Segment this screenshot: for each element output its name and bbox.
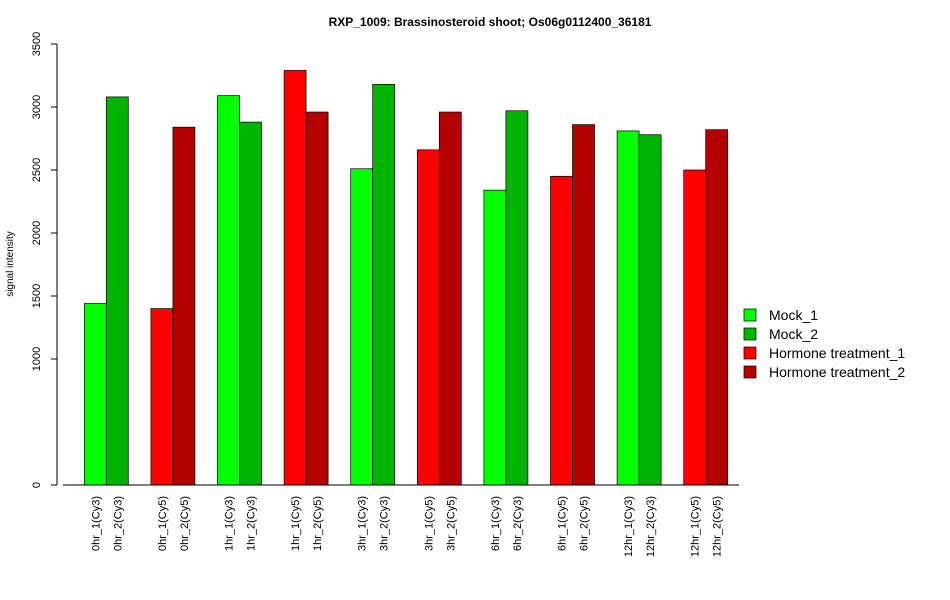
bar bbox=[150, 308, 174, 486]
x-tick-label: 0hr_2(Cy3) bbox=[112, 496, 124, 551]
bar bbox=[83, 303, 107, 486]
bar bbox=[239, 121, 262, 486]
y-tick-label: 3000 bbox=[31, 95, 43, 119]
y-axis: 0 1000 1500 2000 2500 3000 3500 bbox=[31, 32, 58, 488]
legend-swatch bbox=[743, 327, 757, 341]
x-tick-label: 0hr_1(Cy3) bbox=[90, 496, 102, 551]
x-tick-label: 6hr_2(Cy3) bbox=[512, 496, 524, 551]
x-tick-label: 6hr_2(Cy5) bbox=[579, 496, 591, 551]
bar bbox=[505, 110, 529, 486]
x-tick-label: 6hr_1(Cy5) bbox=[557, 496, 569, 551]
bar bbox=[350, 168, 374, 486]
chart-title: RXP_1009: Brassinosteroid shoot; Os06g01… bbox=[329, 15, 652, 29]
x-tick-labels: 0hr_1(Cy3) 0hr_2(Cy3) 0hr_1(Cy5) 0hr_2(Cy5)… bbox=[90, 496, 723, 557]
bar bbox=[283, 70, 307, 486]
bar bbox=[572, 124, 595, 486]
x-tick-label: 12hr_1(Cy5) bbox=[690, 496, 702, 557]
bar bbox=[616, 130, 640, 486]
y-tick-label: 0 bbox=[31, 482, 43, 488]
x-tick-label: 1hr_2(Cy5) bbox=[312, 496, 324, 551]
bar bbox=[305, 111, 329, 486]
legend-label: Mock_2 bbox=[769, 326, 818, 342]
legend-label: Hormone treatment_1 bbox=[769, 345, 905, 361]
legend-swatch bbox=[743, 308, 757, 322]
x-tick-label: 12hr_2(Cy5) bbox=[712, 496, 724, 557]
y-tick-label: 2000 bbox=[31, 221, 43, 245]
legend: Mock_1 Mock_2 Hormone treatment_1 Hormone t… bbox=[743, 307, 905, 380]
x-tick-label: 3hr_1(Cy5) bbox=[423, 496, 435, 551]
x-tick-label: 12hr_1(Cy3) bbox=[623, 496, 635, 557]
x-tick-label: 3hr_1(Cy3) bbox=[357, 496, 369, 551]
x-tick-label: 12hr_2(Cy3) bbox=[645, 496, 657, 557]
bar bbox=[550, 175, 573, 486]
y-tick-label: 1000 bbox=[31, 347, 43, 371]
y-tick-label: 2500 bbox=[31, 158, 43, 182]
legend-swatch bbox=[743, 346, 757, 360]
x-tick-label: 0hr_2(Cy5) bbox=[179, 496, 191, 551]
x-tick-label: 0hr_1(Cy5) bbox=[157, 496, 169, 551]
bar bbox=[416, 149, 440, 486]
bar bbox=[217, 95, 240, 486]
bar bbox=[705, 129, 729, 486]
y-axis-label: signal intensity bbox=[5, 231, 16, 297]
bar bbox=[483, 189, 507, 486]
legend-label: Hormone treatment_2 bbox=[769, 364, 905, 380]
y-tick-label: 1500 bbox=[31, 284, 43, 308]
bar bbox=[638, 134, 662, 486]
x-tick-label: 3hr_2(Cy5) bbox=[445, 496, 457, 551]
bars-group bbox=[83, 70, 729, 486]
legend-label: Mock_1 bbox=[769, 307, 818, 323]
legend-swatch bbox=[743, 365, 757, 379]
bar bbox=[172, 126, 196, 486]
bar bbox=[683, 169, 707, 486]
bar bbox=[105, 96, 129, 486]
bar bbox=[438, 111, 462, 486]
x-tick-label: 1hr_1(Cy3) bbox=[224, 496, 236, 551]
x-tick-label: 1hr_1(Cy5) bbox=[290, 496, 302, 551]
x-tick-label: 3hr_2(Cy3) bbox=[379, 496, 391, 551]
x-tick-label: 6hr_1(Cy3) bbox=[490, 496, 502, 551]
x-tick-label: 1hr_2(Cy3) bbox=[246, 496, 258, 551]
bar bbox=[372, 83, 396, 486]
y-tick-label: 3500 bbox=[31, 32, 43, 56]
